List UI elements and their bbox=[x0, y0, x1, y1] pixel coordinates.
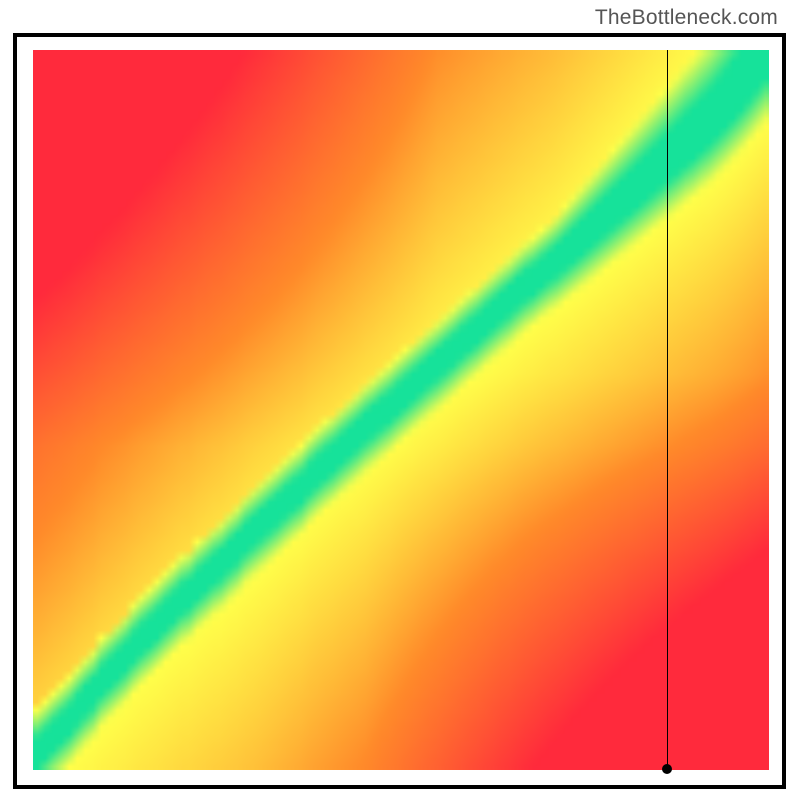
chart-container: TheBottleneck.com bbox=[0, 0, 800, 800]
crosshair-marker bbox=[662, 764, 672, 774]
crosshair-vertical-line bbox=[667, 50, 668, 770]
watermark-label: TheBottleneck.com bbox=[595, 6, 778, 30]
bottleneck-heatmap bbox=[33, 50, 769, 770]
